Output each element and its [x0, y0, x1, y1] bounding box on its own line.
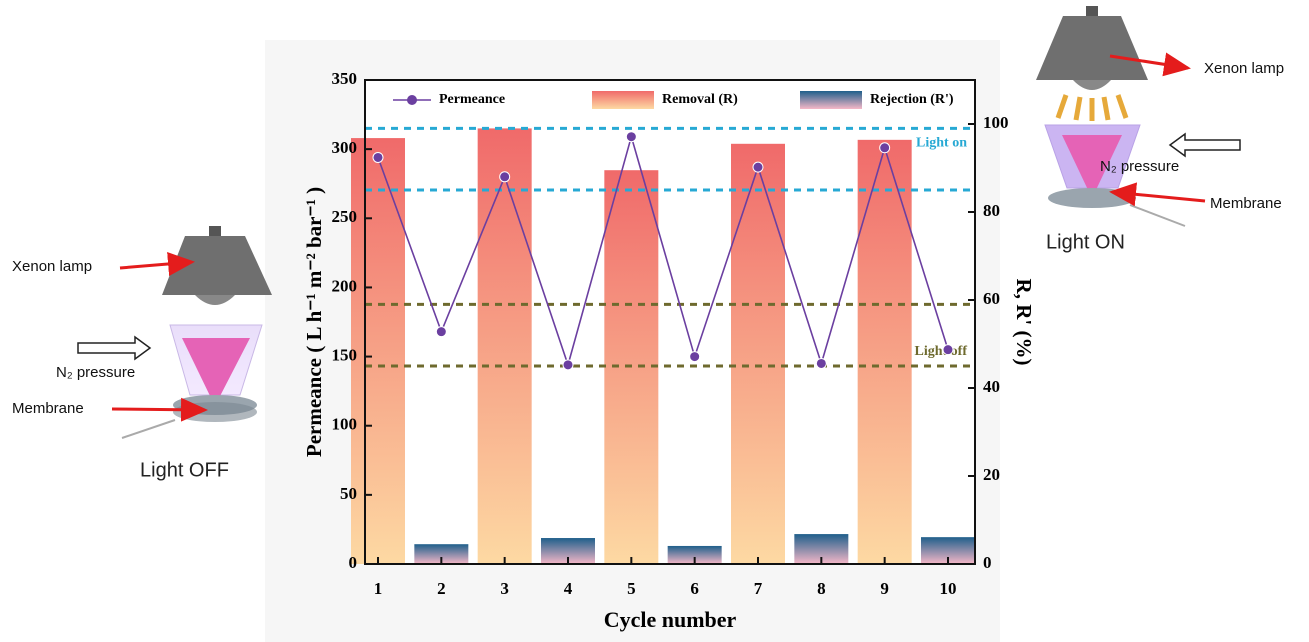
- plot-frame: [364, 79, 976, 565]
- legend-marker: [407, 95, 417, 105]
- y-tick-label: 200: [332, 276, 358, 295]
- point: [689, 351, 701, 363]
- bar: [857, 139, 912, 564]
- y2-tick-label: 20: [983, 465, 1000, 484]
- legend-label: Permeance: [439, 92, 505, 107]
- point: [435, 326, 447, 338]
- legend-swatch: [592, 91, 654, 109]
- y-tick-label: 0: [349, 553, 358, 572]
- x-tick-label: 6: [690, 579, 699, 598]
- legend-label: Removal (R): [662, 92, 738, 107]
- y2-tick-label: 40: [983, 377, 1000, 396]
- pressure-label: N₂ pressure: [56, 364, 135, 381]
- left-illustration: Xenon lamp N₂ pressure Membrane Light OF…: [12, 226, 272, 481]
- x-tick-label: 2: [437, 579, 446, 598]
- point: [372, 151, 384, 163]
- right-illustration: Xenon lamp N₂ pressure Membrane Light ON: [1036, 6, 1284, 253]
- x-tick-label: 7: [754, 579, 763, 598]
- point: [879, 142, 891, 154]
- state-label: Light OFF: [140, 459, 229, 481]
- y2-tick-label: 100: [983, 113, 1009, 132]
- bar: [477, 128, 532, 564]
- state-label: Light ON: [1046, 231, 1125, 253]
- point: [942, 344, 954, 356]
- point: [752, 161, 764, 173]
- y-tick-label: 50: [340, 484, 357, 503]
- reference-label: Light off: [915, 344, 968, 359]
- y2-tick-label: 0: [983, 553, 992, 572]
- pressure-label: N₂ pressure: [1100, 158, 1179, 175]
- y-tick-label: 300: [332, 138, 358, 157]
- legend-label: Rejection (R'): [870, 92, 954, 107]
- x-axis-label: Cycle number: [604, 607, 737, 632]
- x-tick-label: 1: [374, 579, 383, 598]
- y-tick-label: 350: [332, 69, 358, 88]
- membrane-label: Membrane: [12, 400, 84, 417]
- y-tick-label: 150: [332, 345, 358, 364]
- x-tick-label: 8: [817, 579, 826, 598]
- bar: [731, 143, 785, 565]
- point: [562, 359, 574, 371]
- bar: [414, 544, 469, 564]
- lamp-label: Xenon lamp: [12, 258, 92, 275]
- x-tick-label: 3: [500, 579, 509, 598]
- x-tick-label: 9: [880, 579, 889, 598]
- membrane-label: Membrane: [1210, 195, 1282, 212]
- y-axis-label: Permeance ( L h⁻¹ m⁻² bar⁻¹ ): [302, 187, 326, 457]
- x-tick-label: 10: [940, 579, 957, 598]
- y-tick-label: 250: [332, 207, 358, 226]
- point: [499, 171, 511, 183]
- x-tick-label: 4: [564, 579, 573, 598]
- y2-tick-label: 60: [983, 289, 1000, 308]
- y-tick-label: 100: [332, 415, 358, 434]
- point: [625, 131, 637, 143]
- bar: [351, 138, 405, 564]
- y2-axis-label: R, R' (%): [1012, 279, 1036, 366]
- lamp-label: Xenon lamp: [1204, 60, 1284, 77]
- x-tick-label: 5: [627, 579, 636, 598]
- point: [815, 357, 827, 369]
- y2-tick-label: 80: [983, 201, 1000, 220]
- bar: [667, 545, 722, 564]
- line: [377, 133, 949, 368]
- legend-swatch: [800, 91, 862, 109]
- reference-label: Light on: [916, 136, 967, 151]
